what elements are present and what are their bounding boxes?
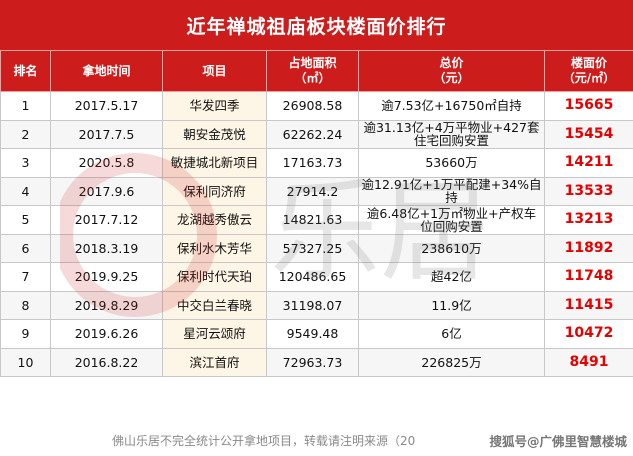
header-total-label: 总价 — [439, 56, 464, 70]
area-cell: 14821.63 — [266, 205, 359, 235]
price-cell: 10472 — [544, 319, 633, 349]
header-area: 占地面积 （㎡） — [266, 50, 359, 92]
total-cell: 逾7.53亿+16750㎡自持 — [358, 91, 545, 121]
area-cell: 9549.48 — [266, 319, 359, 349]
price-cell: 11892 — [544, 233, 633, 263]
project-cell: 龙湖越秀傲云 — [162, 205, 267, 235]
date-cell: 2017.5.17 — [50, 91, 163, 121]
price-cell: 13533 — [544, 176, 633, 206]
project-cell: 华发四季 — [162, 91, 267, 121]
header-price-label: 楼面价 — [570, 56, 607, 70]
table-row: 3 2020.5.8 敏捷城北新项目 17163.73 53660万 14211 — [0, 148, 633, 178]
table-row: 8 2019.8.29 中交白兰春晓 31198.07 11.9亿 11415 — [0, 290, 633, 320]
price-cell: 11748 — [544, 262, 633, 292]
header-rank: 排名 — [0, 50, 51, 92]
project-cell: 中交白兰春晓 — [162, 290, 267, 320]
price-cell: 15454 — [544, 119, 633, 149]
area-cell: 17163.73 — [266, 148, 359, 178]
table-row: 2 2017.7.5 朝安金茂悦 62262.24 逾31.13亿+4万平物业+… — [0, 119, 633, 149]
date-cell: 2019.9.25 — [50, 262, 163, 292]
project-cell: 朝安金茂悦 — [162, 119, 267, 149]
total-cell: 238610万 — [358, 233, 545, 263]
rank-cell: 9 — [0, 319, 51, 349]
total-cell: 11.9亿 — [358, 290, 545, 320]
rank-cell: 4 — [0, 176, 51, 206]
footer: 佛山乐居不完全统计公开拿地项目，转载请注明来源（20 搜狐号@广佛里智慧楼城 — [0, 425, 633, 456]
area-cell: 27914.2 — [266, 176, 359, 206]
area-cell: 26908.58 — [266, 91, 359, 121]
header-project: 项目 — [162, 50, 267, 92]
footer-note: 佛山乐居不完全统计公开拿地项目，转载请注明来源（20 — [112, 434, 416, 448]
rank-cell: 8 — [0, 290, 51, 320]
ranking-table: 排名 拿地时间 项目 占地面积 （㎡） 总价 （元） 楼面价 （元/㎡） 1 2017… — [0, 50, 633, 377]
table-row: 7 2019.9.25 保利时代天珀 120486.65 超42亿 11748 — [0, 262, 633, 292]
rank-cell: 5 — [0, 205, 51, 235]
date-cell: 2017.7.12 — [50, 205, 163, 235]
rank-cell: 1 — [0, 91, 51, 121]
total-cell: 逾12.91亿+1万平配建+34%自持 — [358, 176, 545, 206]
table-row: 4 2017.9.6 保利同济府 27914.2 逾12.91亿+1万平配建+3… — [0, 176, 633, 206]
table-row: 5 2017.7.12 龙湖越秀傲云 14821.63 逾6.48亿+1万㎡物业… — [0, 205, 633, 235]
table-row: 9 2019.6.26 星河云颂府 9549.48 6亿 10472 — [0, 319, 633, 349]
price-cell: 14211 — [544, 148, 633, 178]
price-cell: 11415 — [544, 290, 633, 320]
date-cell: 2018.3.19 — [50, 233, 163, 263]
header-price-unit: （元/㎡） — [562, 71, 616, 85]
rank-cell: 7 — [0, 262, 51, 292]
project-cell: 滨江首府 — [162, 347, 267, 377]
project-cell: 保利时代天珀 — [162, 262, 267, 292]
total-cell: 226825万 — [358, 347, 545, 377]
price-cell: 13213 — [544, 205, 633, 235]
date-cell: 2017.7.5 — [50, 119, 163, 149]
rank-cell: 3 — [0, 148, 51, 178]
table-row: 6 2018.3.19 保利水木芳华 57327.25 238610万 1189… — [0, 233, 633, 263]
page-title: 近年禅城祖庙板块楼面价排行 — [0, 0, 633, 50]
table-row: 1 2017.5.17 华发四季 26908.58 逾7.53亿+16750㎡自… — [0, 91, 633, 121]
header-total-unit: （元） — [433, 71, 470, 85]
total-cell: 6亿 — [358, 319, 545, 349]
rank-cell: 2 — [0, 119, 51, 149]
project-cell: 保利水木芳华 — [162, 233, 267, 263]
date-cell: 2016.8.22 — [50, 347, 163, 377]
area-cell: 57327.25 — [266, 233, 359, 263]
area-cell: 120486.65 — [266, 262, 359, 292]
table-header-row: 排名 拿地时间 项目 占地面积 （㎡） 总价 （元） 楼面价 （元/㎡） — [0, 50, 633, 92]
total-cell: 超42亿 — [358, 262, 545, 292]
date-cell: 2020.5.8 — [50, 148, 163, 178]
date-cell: 2019.6.26 — [50, 319, 163, 349]
header-date: 拿地时间 — [50, 50, 163, 92]
header-area-unit: （㎡） — [294, 71, 331, 85]
area-cell: 72963.73 — [266, 347, 359, 377]
rank-cell: 10 — [0, 347, 51, 377]
header-total: 总价 （元） — [358, 50, 545, 92]
price-cell: 8491 — [544, 347, 633, 377]
project-cell: 星河云颂府 — [162, 319, 267, 349]
total-cell: 逾6.48亿+1万㎡物业+产权车位回购安置 — [358, 205, 545, 235]
date-cell: 2019.8.29 — [50, 290, 163, 320]
area-cell: 62262.24 — [266, 119, 359, 149]
rank-cell: 6 — [0, 233, 51, 263]
total-cell: 53660万 — [358, 148, 545, 178]
price-cell: 15665 — [544, 91, 633, 121]
date-cell: 2017.9.6 — [50, 176, 163, 206]
total-cell: 逾31.13亿+4万平物业+427套住宅回购安置 — [358, 119, 545, 149]
footer-credit: 搜狐号@广佛里智慧楼城 — [489, 434, 627, 449]
area-cell: 31198.07 — [266, 290, 359, 320]
project-cell: 保利同济府 — [162, 176, 267, 206]
header-price: 楼面价 （元/㎡） — [544, 50, 633, 92]
header-area-label: 占地面积 — [288, 56, 337, 70]
project-cell: 敏捷城北新项目 — [162, 148, 267, 178]
table-row: 10 2016.8.22 滨江首府 72963.73 226825万 8491 — [0, 347, 633, 377]
